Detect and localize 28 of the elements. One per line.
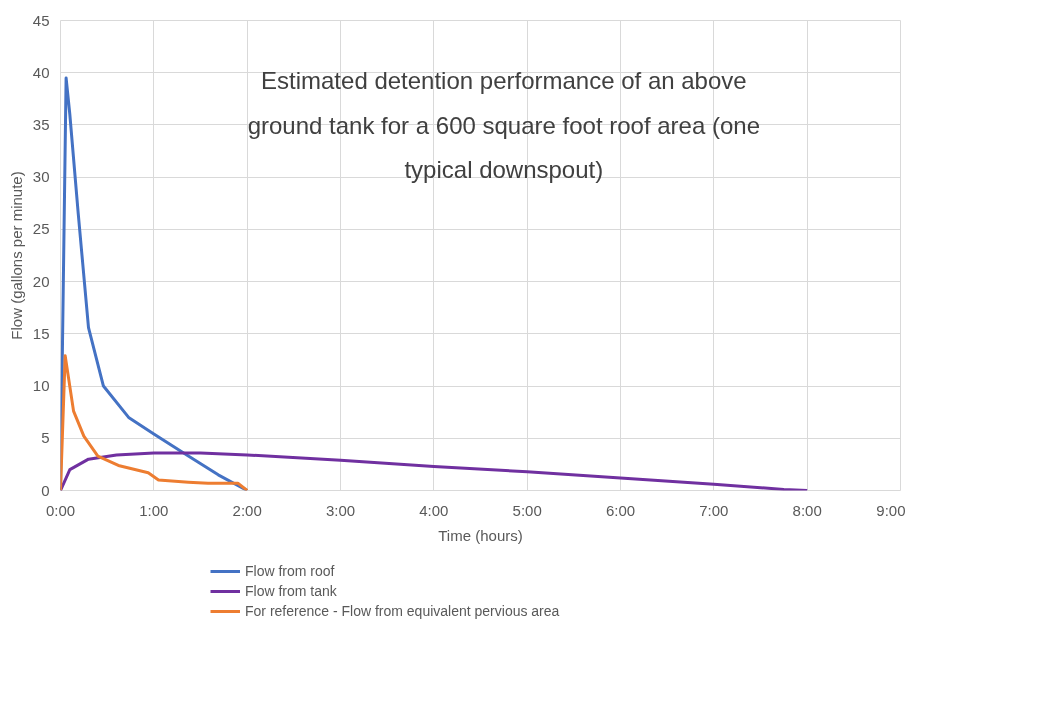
x-tick-label: 5:00: [512, 501, 542, 519]
y-tick-label: 45: [32, 11, 50, 29]
y-tick-label: 40: [32, 63, 50, 81]
x-tick-label: 7:00: [699, 501, 729, 519]
x-tick-label: 6:00: [605, 501, 636, 519]
y-tick-label: 15: [32, 324, 50, 342]
text: Estimated detention performance of an above ground tank for a 600 square foot roof area (one typical downspout): [247, 66, 761, 184]
x-tick-label: 4:00: [419, 501, 449, 519]
x-tick-label: 0:00: [45, 501, 76, 519]
legend-label: Flow from roof: [245, 562, 335, 580]
x-axis-title: Time (hours): [438, 526, 523, 544]
y-axis-title: Flow (gallons per minute): [7, 171, 25, 340]
legend-label: Flow from tank: [245, 582, 337, 600]
y-tick-label: 5: [41, 429, 50, 447]
x-tick-label: 8:00: [792, 501, 822, 519]
x-tick-label: 3:00: [325, 501, 356, 519]
x-tick-label: 9:00: [876, 501, 906, 519]
y-tick-label: 30: [32, 168, 50, 186]
line-series: [60, 354, 249, 491]
y-tick-label: 10: [32, 377, 50, 395]
line-series: [60, 451, 809, 491]
x-tick-label: 1:00: [139, 501, 169, 519]
y-tick-label: 20: [32, 272, 50, 290]
y-tick-label: 0: [41, 481, 50, 499]
y-tick-label: 35: [32, 115, 50, 133]
legend-label: For reference - Flow from equivalent pervious area: [245, 602, 560, 620]
x-tick-label: 2:00: [232, 501, 262, 519]
y-tick-label: 25: [32, 220, 50, 238]
